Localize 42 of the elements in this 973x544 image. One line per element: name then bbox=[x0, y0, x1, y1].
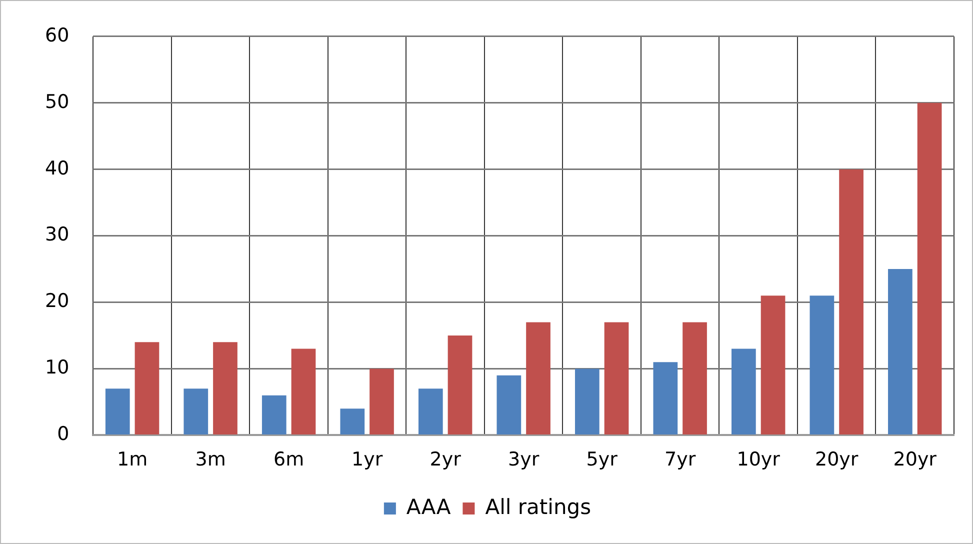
x-tick-label: 6m bbox=[274, 448, 304, 471]
x-tick-label: 5yr bbox=[586, 448, 618, 471]
x-tick-label: 2yr bbox=[430, 448, 462, 471]
bar bbox=[105, 388, 130, 434]
y-tick-label: 20 bbox=[44, 290, 70, 312]
bar bbox=[134, 342, 160, 434]
x-tick-label: 20yr bbox=[815, 448, 858, 471]
bar bbox=[604, 322, 629, 434]
x-tick-label: 1yr bbox=[351, 448, 383, 471]
bar bbox=[262, 395, 286, 434]
bar bbox=[810, 296, 834, 434]
x-tick-label: 10yr bbox=[736, 448, 780, 471]
bar bbox=[917, 102, 942, 434]
x-tick-label: 7yr bbox=[664, 448, 696, 471]
x-tick-label: 20yr bbox=[893, 448, 937, 471]
bar bbox=[370, 368, 394, 434]
y-tick-label: 10 bbox=[44, 356, 70, 379]
bar bbox=[291, 348, 316, 434]
bar bbox=[418, 388, 443, 434]
x-tick-label: 3yr bbox=[508, 448, 540, 471]
y-tick-label: 40 bbox=[44, 157, 70, 180]
x-tick-label: 1m bbox=[117, 448, 148, 471]
legend-label: All ratings bbox=[485, 494, 592, 519]
y-tick-label: 50 bbox=[44, 90, 70, 113]
bar bbox=[839, 169, 864, 434]
bar bbox=[888, 269, 912, 434]
bar bbox=[448, 336, 472, 434]
bar bbox=[682, 322, 707, 434]
bar bbox=[213, 342, 238, 434]
y-tick-label: 0 bbox=[57, 423, 70, 446]
bar bbox=[760, 296, 786, 434]
legend-label: AAA bbox=[406, 494, 452, 519]
bar bbox=[526, 322, 550, 434]
bar bbox=[496, 375, 522, 434]
bar bbox=[653, 362, 678, 434]
y-tick-label: 60 bbox=[44, 24, 70, 46]
bar bbox=[732, 348, 756, 434]
bar bbox=[574, 368, 600, 434]
bar bbox=[184, 388, 208, 434]
y-tick-label: 30 bbox=[44, 224, 70, 246]
bar bbox=[340, 408, 365, 434]
x-tick-label: 3m bbox=[195, 448, 226, 471]
